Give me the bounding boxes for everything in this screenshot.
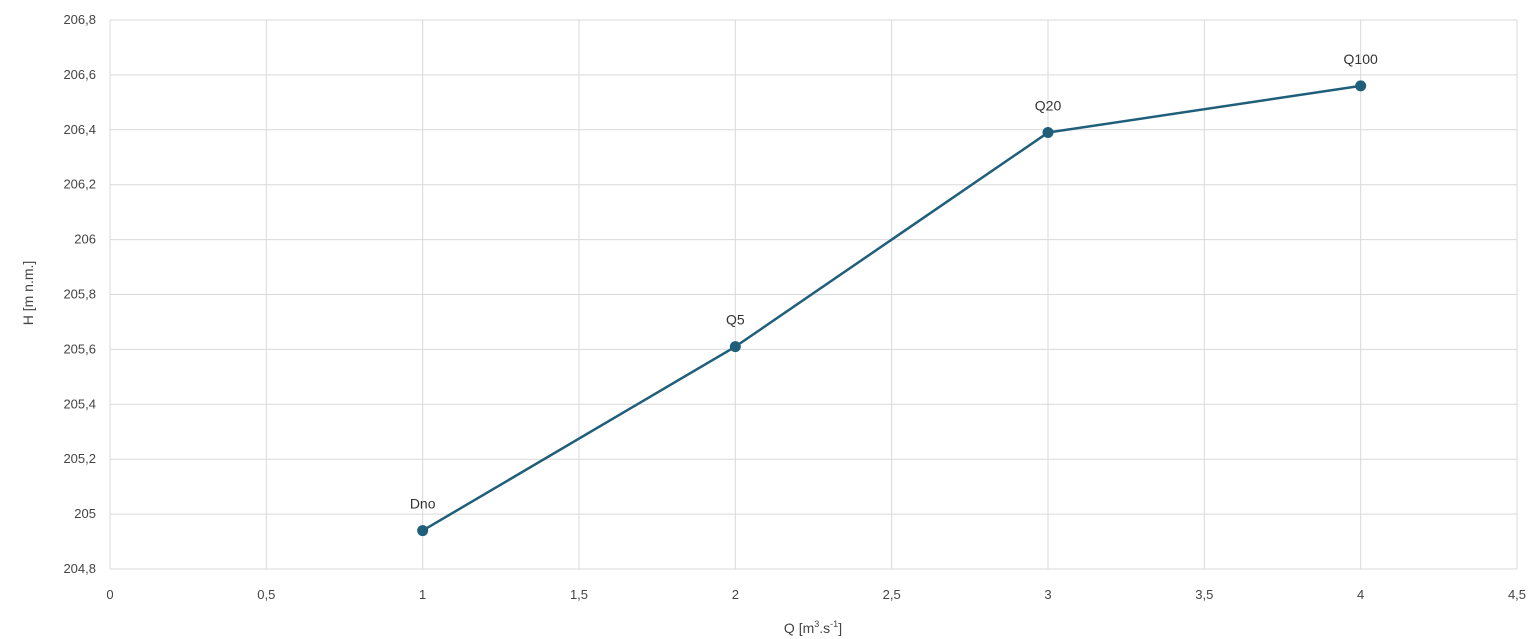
y-tick-label: 205,4 [63,396,96,411]
y-tick-label: 205,6 [63,341,96,356]
x-tick-label: 2 [732,587,739,602]
x-tick-label: 0,5 [257,587,275,602]
data-point [729,341,741,353]
x-tick-label: 1 [419,587,426,602]
grid-lines [109,19,1518,570]
point-labels: Dno Q5 Q20 Q100 [410,51,1378,512]
x-tick-label: 4,5 [1508,587,1526,602]
x-tick-label: 1,5 [570,587,588,602]
data-point [1042,127,1054,139]
x-tick-label: 2,5 [883,587,901,602]
x-axis-title: Q [m3.s-1] [784,619,842,636]
y-tick-label: 205,8 [63,287,96,302]
y-axis-tick-labels: 204,8 205 205,2 205,4 205,6 205,8 206 206,2 206,… [63,12,96,576]
x-tick-label: 3,5 [1195,587,1213,602]
y-tick-label: 206 [74,232,96,247]
y-tick-label: 205,2 [63,451,96,466]
y-axis-title: H [m n.m.] [20,261,36,326]
x-tick-label: 3 [1044,587,1051,602]
x-tick-label: 0 [106,587,113,602]
data-point [417,525,429,537]
data-label: Q20 [1035,98,1062,114]
data-label: Q5 [726,312,745,328]
y-tick-label: 206,8 [63,12,96,27]
y-tick-label: 205 [74,506,96,521]
x-axis-tick-labels: 0 0,5 1 1,5 2 2,5 3 3,5 4 4,5 [106,587,1526,602]
y-tick-label: 206,4 [63,122,96,137]
y-tick-label: 204,8 [63,561,96,576]
data-point [1355,80,1367,92]
y-tick-label: 206,6 [63,67,96,82]
x-tick-label: 4 [1357,587,1364,602]
data-label: Q100 [1344,51,1378,67]
series-layer [417,80,1367,537]
data-label: Dno [410,496,436,512]
y-tick-label: 206,2 [63,177,96,192]
series-line [422,84,1361,532]
